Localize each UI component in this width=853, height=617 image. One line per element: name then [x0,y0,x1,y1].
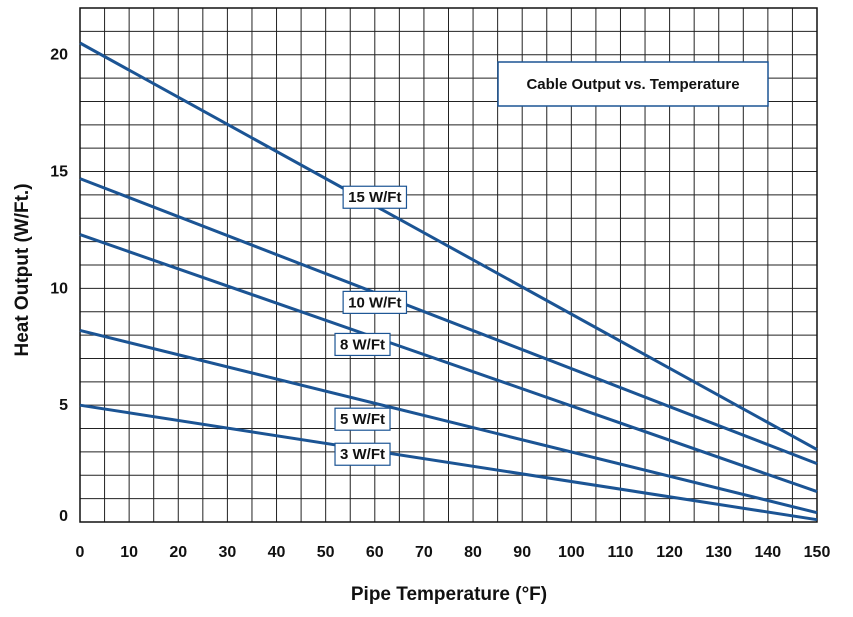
series-label-text: 8 W/Ft [340,336,385,353]
y-tick-label: 15 [50,164,68,181]
x-tick-label: 10 [120,544,138,561]
series-label: 10 W/Ft [342,290,408,314]
series-line-5-w-ft [79,328,818,515]
series-line-8-w-ft [79,233,818,494]
plot-frame [79,7,818,523]
series-label: 8 W/Ft [334,332,391,357]
x-tick-label: 50 [317,544,335,561]
series-label-text: 10 W/Ft [348,294,401,311]
y-tick-label: 0 [59,508,68,525]
series-label-box [342,185,408,209]
x-tick-label: 100 [558,544,585,561]
x-axis-title: Pipe Temperature (°F) [351,584,547,605]
series-label: 15 W/Ft [342,185,408,209]
series-line-10-w-ft [79,177,818,465]
series-line-3-w-ft [79,403,818,522]
x-tick-label: 30 [219,544,237,561]
x-tick-label: 90 [513,544,531,561]
y-tick-label: 5 [59,397,68,414]
x-tick-label: 130 [705,544,732,561]
x-tick-label: 60 [366,544,384,561]
series-line-15-w-ft [79,41,818,451]
x-tick-label: 150 [804,544,831,561]
x-tick-label: 120 [656,544,683,561]
y-tick-label: 20 [50,47,68,64]
series-label-text: 3 W/Ft [340,446,385,463]
x-tick-label: 40 [268,544,286,561]
y-tick-label: 10 [50,280,68,297]
chart-title: Cable Output vs. Temperature [526,76,739,93]
chart-title-box: Cable Output vs. Temperature [497,61,769,107]
x-tick-label: 110 [608,544,634,561]
series-label-box [334,332,391,357]
series-label-text: 5 W/Ft [340,411,385,428]
series-label-box [342,290,408,314]
series-labels: 15 W/Ft 10 W/Ft 8 W/Ft 5 W/Ft 3 W/Ft [334,185,408,466]
x-tick-label: 70 [415,544,433,561]
x-tick-label: 0 [76,544,85,561]
series-label: 3 W/Ft [334,442,391,466]
series-label-text: 15 W/Ft [348,189,401,206]
x-tick-label: 80 [464,544,482,561]
series-label-box [334,407,391,431]
y-axis-title: Heat Output (W/Ft.) [12,183,33,356]
chart-title-frame [497,61,769,107]
series-lines [79,41,818,522]
axes: 0 10 20 30 40 50 60 70 80 90 100 110 120 130 140 150 0 5 1… [50,47,830,561]
series-label: 5 W/Ft [334,407,391,431]
x-tick-label: 20 [169,544,187,561]
series-label-box [334,442,391,466]
x-tick-label: 140 [755,544,782,561]
